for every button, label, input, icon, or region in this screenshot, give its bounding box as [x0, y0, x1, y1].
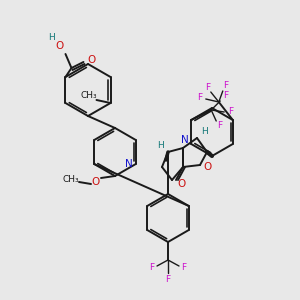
- Text: F: F: [223, 92, 228, 100]
- Text: F: F: [197, 92, 202, 101]
- Text: CH₃: CH₃: [80, 91, 97, 100]
- Text: O: O: [87, 55, 96, 65]
- Text: F: F: [228, 106, 233, 116]
- Text: F: F: [149, 263, 154, 272]
- Text: N: N: [125, 159, 133, 169]
- Text: F: F: [223, 82, 228, 91]
- Text: O: O: [91, 177, 99, 187]
- Text: H: H: [202, 128, 208, 136]
- Text: O: O: [178, 179, 186, 189]
- Text: H: H: [48, 34, 55, 43]
- Text: F: F: [217, 122, 222, 130]
- Text: N: N: [181, 135, 189, 145]
- Text: F: F: [205, 82, 210, 91]
- Text: H: H: [157, 142, 164, 151]
- Text: O: O: [56, 41, 64, 51]
- Text: F: F: [165, 274, 171, 284]
- Text: F: F: [182, 263, 187, 272]
- Text: CH₃: CH₃: [63, 176, 79, 184]
- Text: O: O: [204, 162, 212, 172]
